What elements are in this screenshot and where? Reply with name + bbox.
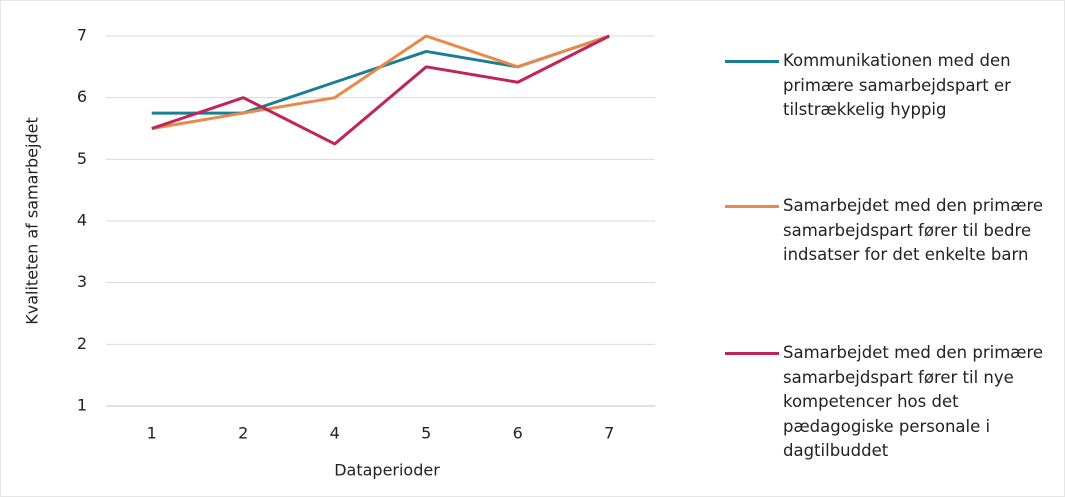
legend-label: Samarbejdet med den primære samarbejdspa… <box>783 343 1044 460</box>
x-tick-label: 6 <box>513 424 523 443</box>
x-axis-title: Dataperioder <box>334 461 440 480</box>
y-tick-label: 4 <box>77 211 87 230</box>
y-tick-label: 6 <box>77 87 87 106</box>
y-tick-label: 3 <box>77 272 87 291</box>
legend-swatch <box>725 205 779 208</box>
x-tick-label: 7 <box>604 424 614 443</box>
legend-swatch <box>725 352 779 355</box>
x-tick-label: 4 <box>330 424 340 443</box>
y-tick-label: 1 <box>77 396 87 415</box>
y-tick-label: 2 <box>77 334 87 353</box>
legend-label: Kommunikationen med den primære samarbej… <box>783 51 1011 119</box>
series-line <box>151 34 610 115</box>
x-tick-label: 2 <box>238 424 248 443</box>
series-line <box>151 34 610 146</box>
series-line <box>151 34 610 130</box>
legend-label: Samarbejdet med den primære samarbejdspa… <box>783 196 1044 264</box>
legend-item: Samarbejdet med den primære samarbejdspa… <box>725 194 1045 268</box>
y-tick-label: 7 <box>77 26 87 45</box>
legend-item: Kommunikationen med den primære samarbej… <box>725 49 1045 123</box>
y-tick-label: 5 <box>77 149 87 168</box>
x-tick-label: 1 <box>147 424 157 443</box>
x-tick-label: 5 <box>421 424 431 443</box>
legend-swatch <box>725 60 779 63</box>
legend-item: Samarbejdet med den primære samarbejdspa… <box>725 341 1045 464</box>
y-axis-title: Kvaliteten af samarbejdet <box>23 117 42 324</box>
